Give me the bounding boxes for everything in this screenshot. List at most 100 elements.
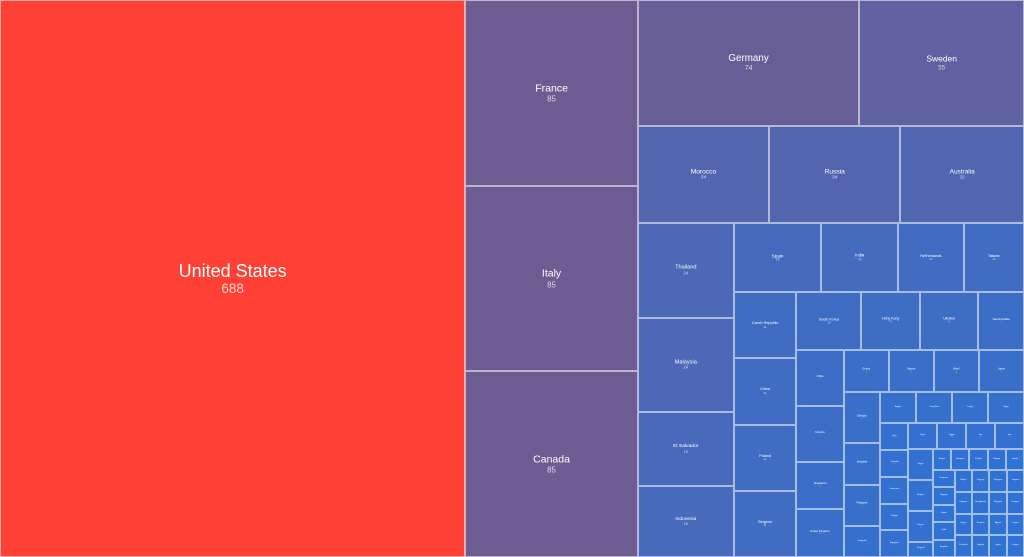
treemap-label: Israel 2 — [909, 434, 936, 438]
treemap-label-value: 1 — [978, 460, 979, 462]
treemap-label: Ecuador 1 — [934, 546, 954, 550]
treemap-label-name: Egypt — [949, 434, 955, 437]
treemap-label-name: Poland — [759, 453, 771, 458]
treemap-label-value: 2 — [893, 517, 895, 519]
treemap-label: Bolivia 1 — [956, 479, 971, 483]
treemap-cell-united-kingdom: United Kingdom 6 — [796, 509, 844, 557]
treemap-cell-ecuador: Ecuador 1 — [932, 539, 955, 557]
treemap-label: Russia 34 — [770, 168, 899, 181]
treemap-label: Brazil 5 — [935, 367, 978, 374]
treemap-label-name: China — [760, 387, 770, 392]
treemap-label-value: 3 — [1005, 407, 1007, 409]
treemap-cell-singapore: Singapore 6 — [796, 461, 844, 510]
treemap-label-value: 5 — [861, 418, 863, 421]
treemap-label: Denmark 1 — [952, 458, 968, 462]
treemap-label-value: 1 — [997, 546, 999, 548]
treemap-label-value: 1 — [980, 481, 982, 483]
treemap-label-name: Pakistan — [890, 514, 899, 517]
treemap-label: Taiwan 11 — [965, 254, 1023, 262]
treemap-label: Belgium 11 — [735, 520, 796, 528]
treemap-label-name: Netherlands — [920, 252, 942, 258]
treemap-label-value: 74 — [744, 63, 753, 73]
treemap-cell-japan: Japan 5 — [978, 350, 1024, 392]
treemap-label: Cuba 1 — [934, 529, 954, 533]
treemap-label-name: Thailand — [675, 264, 697, 271]
treemap-label: Iceland 1 — [1008, 544, 1023, 548]
treemap-label-value: 2 — [893, 463, 895, 465]
treemap-cell-canada: Canada 85 — [465, 371, 638, 557]
treemap-label-value: 7 — [1000, 321, 1002, 324]
treemap-label-name: Costa Rica — [929, 405, 940, 408]
treemap-label: Philippines 4 — [845, 503, 880, 508]
treemap-cell-tanzania: Tanzania 1 — [971, 513, 990, 536]
treemap-label-value: 1 — [962, 546, 964, 548]
treemap-label-value: 2 — [893, 490, 895, 492]
treemap-label-value: 11 — [763, 391, 767, 396]
treemap-label: Austria 1 — [934, 458, 950, 462]
treemap-label-name: Canada — [533, 453, 570, 466]
treemap-label: Venezuela 2 — [881, 488, 907, 492]
treemap-label-name: Ecuador — [940, 546, 948, 549]
treemap-label: Hungary 1 — [934, 494, 954, 498]
treemap-label: Turkey 3 — [953, 406, 987, 410]
treemap-cell-ukraine: Ukraine 9 — [919, 292, 979, 351]
treemap-label-value: 32 — [959, 175, 965, 181]
treemap-label: Sri Lanka 1 — [956, 544, 971, 548]
treemap-label-value: 34 — [700, 174, 707, 181]
treemap-label: Uganda 1 — [973, 544, 988, 548]
treemap-cell-egypt: Egypt 2 — [937, 423, 967, 450]
treemap-cell-mongolia: Mongolia 1 — [989, 491, 1007, 514]
treemap-label: Nigeria 5 — [890, 368, 933, 374]
treemap-label-name: Latvia — [995, 544, 1001, 547]
treemap-cell-spain: Spain 16 — [733, 223, 822, 293]
treemap-label-value: 4 — [861, 463, 863, 466]
treemap-label-name: Czech Republic — [751, 321, 779, 326]
treemap-label-value: 9 — [948, 320, 950, 324]
treemap-label-value: 24 — [683, 364, 689, 370]
treemap-cell-norway: Norway 1 — [987, 449, 1006, 471]
treemap-label-value: 1 — [941, 460, 943, 462]
treemap-label-value: 3 — [969, 407, 971, 409]
treemap-label-name: Spain — [771, 253, 784, 259]
treemap-label-name: El Salvador — [673, 444, 699, 450]
treemap-label-name: Ukraine — [943, 316, 956, 321]
treemap-label: Czech Republic 11 — [735, 321, 796, 329]
treemap-cell-taiwan: Taiwan 11 — [963, 223, 1024, 293]
treemap-label-name: Tanzania — [976, 522, 985, 525]
treemap-label-name: Venezuela — [889, 488, 899, 491]
treemap-label: Ghana 5 — [845, 368, 888, 374]
treemap-label-name: Paraguay — [993, 478, 1003, 481]
treemap-cell-india: India 14 — [821, 223, 899, 293]
treemap-label: Romania 1 — [934, 477, 954, 481]
treemap-label-value: 11 — [763, 324, 767, 329]
treemap-label-value: 1 — [997, 502, 999, 504]
treemap-cell-jordan: Jordan 1 — [954, 513, 972, 536]
treemap-label-name: Iran — [978, 434, 983, 437]
treemap-label-name: Mongolia — [993, 500, 1003, 503]
treemap-label-value: 2 — [922, 436, 924, 438]
treemap-label-value: 2 — [920, 526, 922, 528]
treemap-label-name: Turkey — [967, 405, 974, 408]
treemap-label: Netherlands 12 — [899, 252, 963, 262]
treemap-cell-morocco: Morocco 34 — [637, 125, 770, 224]
treemap-label-name: Algeria — [994, 522, 1002, 525]
treemap-label-name: Brazil — [953, 367, 960, 371]
treemap-label-value: 19 — [683, 449, 688, 454]
treemap-cell-ethiopia: Ethiopia 5 — [843, 391, 881, 444]
treemap-label: Senegal 1 — [1008, 501, 1023, 505]
treemap-label-name: Bangladesh — [975, 500, 986, 503]
treemap-label: Paraguay 1 — [990, 479, 1005, 483]
treemap-cell-lebanon: Lebanon 1 — [954, 491, 972, 514]
treemap-label-value: 85 — [547, 465, 556, 475]
treemap-label: Norway 1 — [989, 458, 1005, 462]
treemap-cell-senegal: Senegal 1 — [1006, 491, 1024, 514]
treemap-label-name: South Korea — [818, 317, 839, 322]
treemap-label-value: 1 — [1014, 481, 1016, 483]
treemap-cell-belgium: Belgium 11 — [733, 490, 797, 557]
treemap-cell-hungary: Hungary 1 — [932, 487, 955, 505]
treemap-cell-brazil: Brazil 5 — [933, 350, 979, 392]
treemap-label: Singapore 6 — [797, 482, 842, 489]
treemap-cell-netherlands: Netherlands 12 — [898, 223, 964, 293]
treemap-label-name: Iceland — [1012, 544, 1019, 547]
treemap-label-name: Iraq — [1007, 434, 1012, 437]
